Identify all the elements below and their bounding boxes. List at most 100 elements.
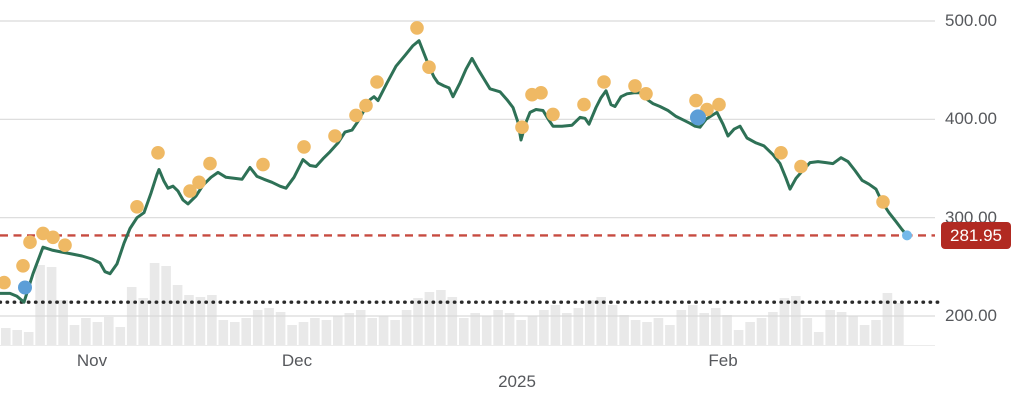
volume-bar: [104, 317, 114, 345]
trade-marker-orange[interactable]: [534, 86, 548, 100]
volume-bar: [573, 308, 584, 345]
volume-bar: [436, 290, 446, 345]
volume-bar: [138, 298, 148, 345]
trade-marker-orange[interactable]: [192, 175, 206, 190]
trade-marker-orange[interactable]: [151, 146, 165, 160]
volume-bar: [699, 313, 709, 345]
volume-bar: [756, 318, 767, 345]
trade-marker-orange[interactable]: [328, 129, 342, 143]
trade-marker-orange[interactable]: [774, 146, 788, 160]
volume-bar: [184, 295, 194, 345]
volume-bar: [710, 308, 721, 345]
trade-marker-orange[interactable]: [597, 75, 611, 89]
x-axis-label-dec: Dec: [281, 351, 313, 370]
volume-bar: [390, 320, 400, 345]
volume-bar: [58, 300, 68, 345]
trade-marker-orange[interactable]: [422, 60, 436, 74]
volume-bar: [161, 266, 171, 345]
volume-bar: [241, 318, 251, 345]
volume-bar: [447, 297, 458, 345]
trade-marker-orange[interactable]: [0, 275, 11, 290]
trade-marker-orange[interactable]: [203, 156, 217, 171]
volume-bar: [298, 322, 309, 345]
volume-bar: [619, 315, 629, 345]
volume-bar: [493, 310, 503, 345]
x-axis-label-feb: Feb: [708, 351, 738, 370]
trade-marker-blue[interactable]: [18, 280, 32, 295]
volume-bar: [378, 316, 389, 345]
volume-bar: [584, 300, 595, 345]
volume-bar: [333, 316, 343, 345]
volume-bar: [504, 313, 515, 345]
volume-bar: [779, 298, 790, 345]
volume-bar: [69, 325, 80, 345]
volume-bar: [791, 296, 801, 345]
trade-marker-orange[interactable]: [130, 200, 144, 214]
volume-bar: [35, 265, 45, 345]
volume-bar: [470, 313, 480, 345]
trade-marker-orange[interactable]: [546, 107, 560, 122]
trade-marker-orange[interactable]: [16, 259, 30, 273]
trade-marker-orange[interactable]: [712, 97, 726, 112]
volume-bar: [596, 297, 606, 345]
volume-bar: [355, 310, 366, 345]
x-axis-label-nov: Nov: [76, 351, 108, 370]
volume-bar: [207, 295, 217, 345]
latest-price-dot: [902, 230, 912, 241]
trade-marker-orange[interactable]: [370, 75, 384, 89]
volume-bar: [1, 328, 11, 345]
volume-bar: [92, 322, 103, 345]
trade-marker-orange[interactable]: [46, 230, 60, 245]
volume-bar: [550, 305, 561, 345]
trade-marker-blue[interactable]: [690, 109, 706, 126]
volume-bar: [230, 322, 240, 345]
volume-bar: [859, 325, 870, 345]
trade-marker-orange[interactable]: [256, 157, 270, 172]
volume-bar: [310, 318, 320, 345]
y-axis-label-200: 200.00: [945, 305, 997, 325]
trade-marker-orange[interactable]: [639, 87, 653, 101]
volume-bar: [665, 325, 675, 345]
price-line: [0, 39, 909, 304]
volume-bar: [539, 310, 549, 345]
volume-bar: [81, 318, 91, 345]
trade-marker-orange[interactable]: [349, 108, 363, 123]
volume-bar: [12, 330, 22, 345]
volume-bar: [195, 297, 206, 345]
volume-bar: [722, 315, 732, 345]
y-axis-label-400: 400.00: [945, 109, 997, 129]
volume-bar: [413, 298, 423, 345]
volume-bar: [344, 313, 355, 345]
volume-bar: [562, 313, 572, 345]
trade-marker-orange[interactable]: [628, 79, 642, 93]
trade-marker-orange[interactable]: [794, 159, 808, 174]
volume-bar: [733, 330, 744, 345]
volume-bar: [802, 318, 813, 345]
volume-bar: [813, 332, 824, 345]
y-axis-label-500: 500.00: [945, 11, 997, 30]
volume-bar: [871, 320, 881, 345]
trade-marker-orange[interactable]: [577, 97, 591, 112]
trade-marker-orange[interactable]: [876, 195, 890, 209]
volume-bar: [459, 318, 469, 345]
trade-marker-orange[interactable]: [410, 21, 424, 35]
trade-marker-orange[interactable]: [297, 140, 311, 154]
trade-marker-orange[interactable]: [23, 235, 37, 249]
volume-bar: [401, 310, 412, 345]
volume-bar: [264, 308, 274, 345]
volume-bar: [275, 312, 286, 345]
trade-marker-orange[interactable]: [58, 238, 72, 252]
volume-bar: [653, 318, 664, 345]
volume-bar: [642, 322, 652, 345]
volume-bar: [149, 263, 160, 345]
volume-bar: [688, 305, 698, 345]
trade-marker-orange[interactable]: [359, 98, 373, 113]
trade-marker-orange[interactable]: [689, 93, 703, 108]
trade-marker-orange[interactable]: [183, 184, 197, 198]
volume-bar: [882, 293, 893, 345]
volume-bar: [115, 327, 126, 345]
trade-marker-orange[interactable]: [515, 120, 529, 134]
volume-bar: [745, 322, 755, 345]
